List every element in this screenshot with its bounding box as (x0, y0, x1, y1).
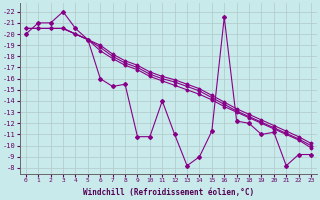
X-axis label: Windchill (Refroidissement éolien,°C): Windchill (Refroidissement éolien,°C) (83, 188, 254, 197)
